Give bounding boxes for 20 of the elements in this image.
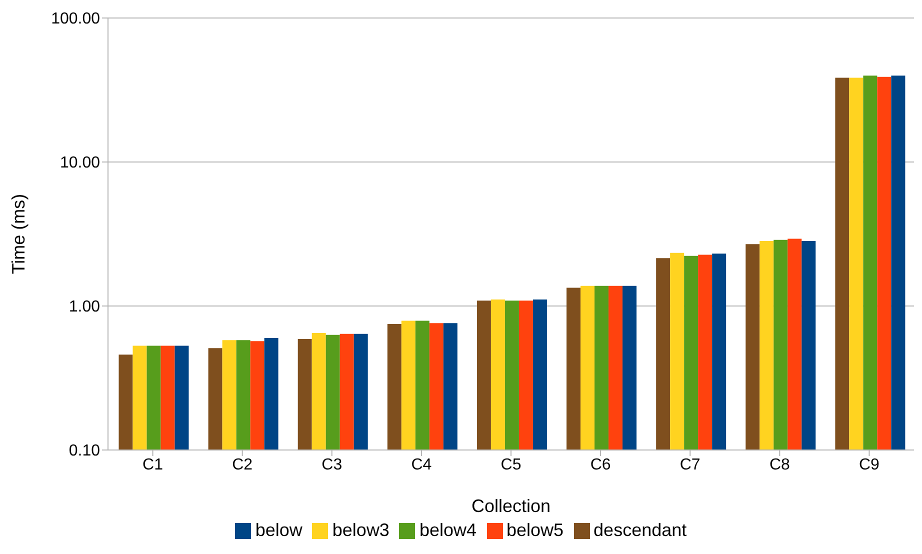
y-tick-label: 100.00 <box>51 10 100 28</box>
x-tick-label: C7 <box>680 456 700 474</box>
legend-label: below5 <box>506 520 564 540</box>
legend-label: below3 <box>332 520 390 540</box>
legend-label: below4 <box>419 520 476 540</box>
x-tick-label: C8 <box>769 456 790 474</box>
x-tick-label: C2 <box>232 456 253 474</box>
y-tick-label: 1.00 <box>68 298 100 316</box>
x-tick-label: C4 <box>411 456 432 474</box>
y-tick-label: 0.10 <box>68 442 100 460</box>
legend-label: descendant <box>594 520 687 540</box>
x-axis-title: Collection <box>471 496 551 516</box>
x-tick-label: C5 <box>500 456 522 474</box>
x-tick-label: C3 <box>322 456 342 474</box>
y-tick-label: 10.00 <box>60 154 100 172</box>
x-tick-label: C9 <box>858 456 880 474</box>
x-tick-label: C6 <box>590 456 611 474</box>
legend-label: below <box>255 520 302 540</box>
y-axis-title: Time (ms) <box>8 194 28 274</box>
x-tick-label: C1 <box>142 456 164 474</box>
